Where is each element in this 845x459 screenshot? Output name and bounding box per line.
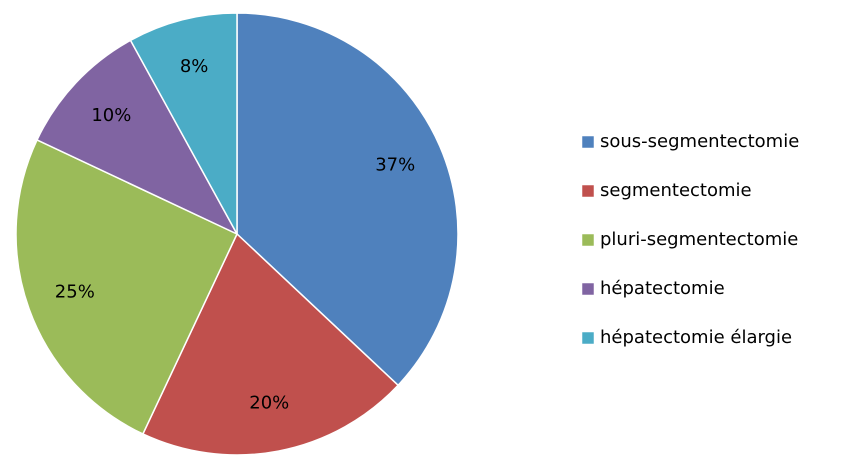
- pie-slice: [129, 12, 238, 235]
- pie-slice: [36, 39, 239, 236]
- legend-label: hépatectomie: [600, 278, 725, 299]
- pie-slice: [15, 138, 238, 435]
- pie-slice: [236, 12, 459, 387]
- legend-label: sous-segmentectomie: [600, 131, 799, 152]
- data-label: 25%: [55, 281, 95, 302]
- data-label: 10%: [91, 105, 131, 126]
- legend-marker: [581, 282, 595, 296]
- data-label: 8%: [180, 56, 209, 77]
- data-label: 20%: [249, 392, 289, 413]
- data-label: 37%: [375, 155, 415, 176]
- legend-label: hépatectomie élargie: [600, 327, 792, 348]
- legend-marker: [581, 135, 595, 149]
- pie-slice: [141, 232, 400, 456]
- legend-label: segmentectomie: [600, 180, 752, 201]
- legend-label: pluri-segmentectomie: [600, 229, 798, 250]
- legend-marker: [581, 233, 595, 247]
- legend-marker: [581, 331, 595, 345]
- legend-marker: [581, 184, 595, 198]
